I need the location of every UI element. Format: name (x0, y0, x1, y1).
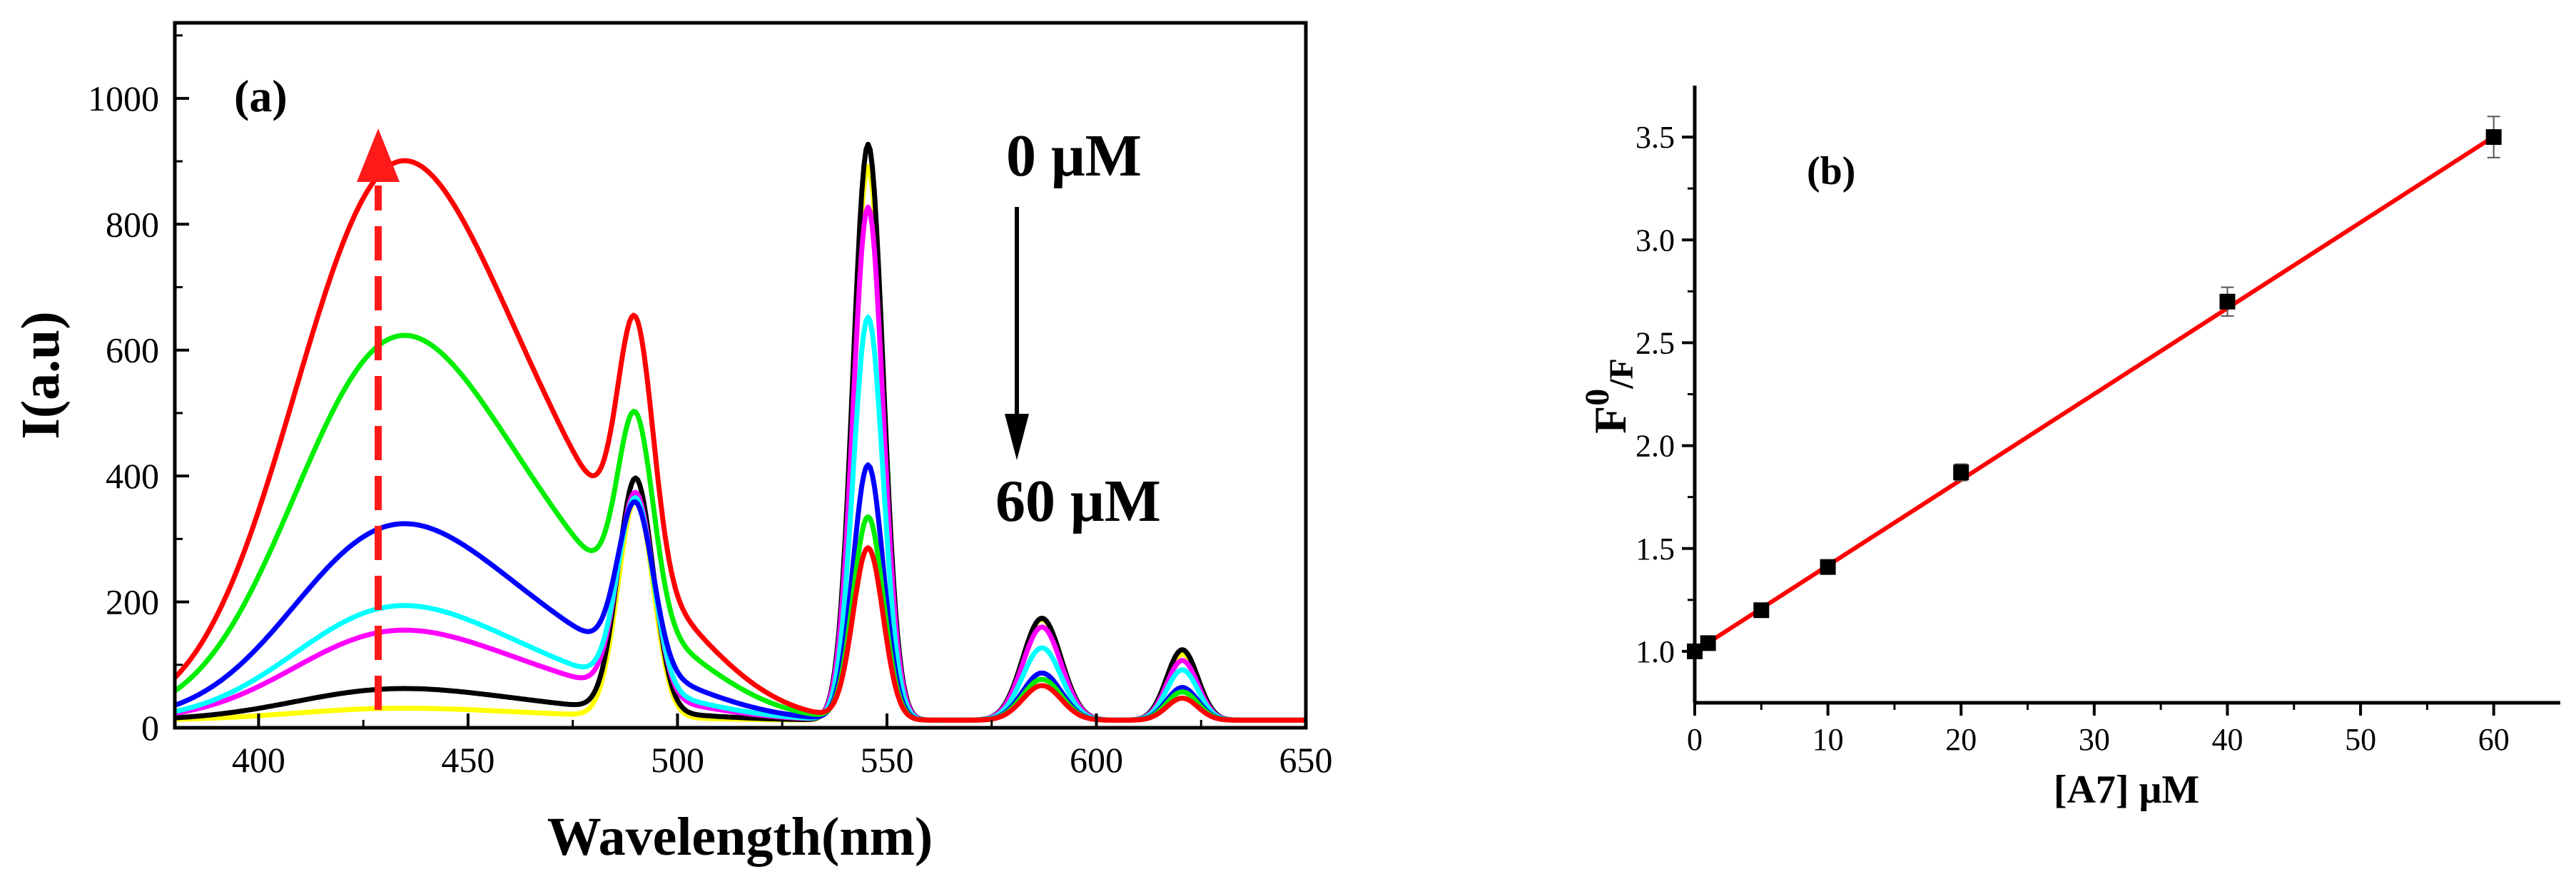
x-tick-label: 650 (1279, 740, 1333, 780)
concentration-start-label: 0 μM (1006, 123, 1142, 189)
y-tick-label: 3.5 (1636, 120, 1675, 155)
x-tick-label: 30 (2079, 722, 2110, 757)
y-tick-label: 800 (106, 204, 159, 244)
y-tick-label: 1.5 (1636, 532, 1675, 567)
y-tick-label: 200 (106, 582, 159, 622)
y-tick-label: 1.0 (1636, 634, 1675, 669)
panel-b-x-axis-title: [A7] μM (2054, 768, 2199, 812)
data-points (1687, 116, 2502, 659)
x-tick-label: 40 (2211, 722, 2243, 757)
panel-b-ticks: 0 10 20 30 40 50 60 1.0 1.5 2.0 2.5 3.0 3.5 (1636, 120, 2510, 757)
x-tick-label: 10 (1812, 722, 1844, 757)
x-tick-label: 60 (2478, 722, 2510, 757)
panel-a-ticks: 400 450 500 550 600 650 0 200 400 600 800 1000 (88, 34, 1333, 780)
data-point (2219, 293, 2236, 310)
x-tick-label: 500 (651, 740, 704, 780)
panel-b-label: (b) (1807, 149, 1855, 193)
y-tick-label: 2.0 (1636, 429, 1675, 464)
y-tick-label: 400 (106, 456, 159, 496)
increase-arrow-head (357, 128, 400, 182)
panel-a-label: (a) (234, 71, 288, 121)
x-tick-label: 550 (860, 740, 913, 780)
svg-text:F0/F: F0/F (1578, 358, 1641, 434)
x-tick-label: 400 (232, 740, 285, 780)
panel-b-stern-volmer-chart: 0 10 20 30 40 50 60 1.0 1.5 2.0 2.5 3.0 3.5 (b) [A7]… (1578, 86, 2560, 812)
linear-fit-line (1693, 134, 2495, 654)
x-tick-label: 600 (1070, 740, 1123, 780)
spectrum-line (174, 163, 1307, 723)
panel-a-y-axis-title: I(a.u) (11, 311, 71, 439)
data-point (1953, 464, 1969, 481)
y-title-subscript: /F (1603, 358, 1641, 390)
data-point (1753, 602, 1770, 619)
spectrum-line (173, 158, 1307, 723)
x-tick-label: 450 (441, 740, 495, 780)
y-title-superscript: 0 (1578, 389, 1616, 406)
decrease-arrow-head (1005, 414, 1029, 460)
y-title-main: F (1585, 406, 1636, 434)
x-tick-label: 20 (1945, 722, 1977, 757)
spectrum-line (174, 204, 1307, 723)
data-point (1687, 643, 1703, 659)
x-tick-label: 50 (2345, 722, 2376, 757)
y-tick-label: 600 (106, 330, 159, 370)
panel-b-y-axis-title: F0/F (1578, 358, 1641, 434)
data-point (2485, 129, 2502, 146)
spectrum-line (174, 141, 1307, 723)
concentration-end-label: 60 μM (995, 468, 1161, 534)
y-tick-label: 2.5 (1636, 325, 1675, 360)
y-tick-label: 0 (141, 708, 159, 748)
y-tick-label: 3.0 (1636, 223, 1675, 258)
data-point (1700, 635, 1716, 651)
data-point (1820, 559, 1836, 575)
emission-spectra-series (173, 141, 1307, 723)
y-tick-label: 1000 (88, 78, 159, 118)
panel-a-x-axis-title: Wavelength(nm) (547, 807, 933, 867)
panel-a-frame (173, 21, 1308, 730)
x-tick-label: 0 (1687, 722, 1703, 757)
